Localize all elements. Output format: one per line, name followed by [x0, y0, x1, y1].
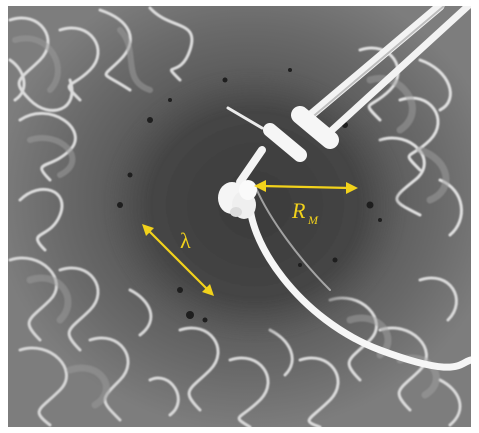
radius-arrow — [254, 180, 358, 194]
impeller-sphere — [218, 180, 257, 219]
wavelength-label: λ — [180, 228, 191, 253]
annotations: R M λ — [142, 180, 358, 296]
radius-label-subscript: M — [307, 213, 319, 227]
probe-assembly — [226, 6, 471, 371]
turbulent-swirls — [8, 6, 463, 427]
wavelength-arrow — [142, 224, 214, 296]
tracer-particles — [117, 68, 382, 323]
photo-content — [8, 6, 471, 427]
radius-label: R — [291, 198, 306, 223]
